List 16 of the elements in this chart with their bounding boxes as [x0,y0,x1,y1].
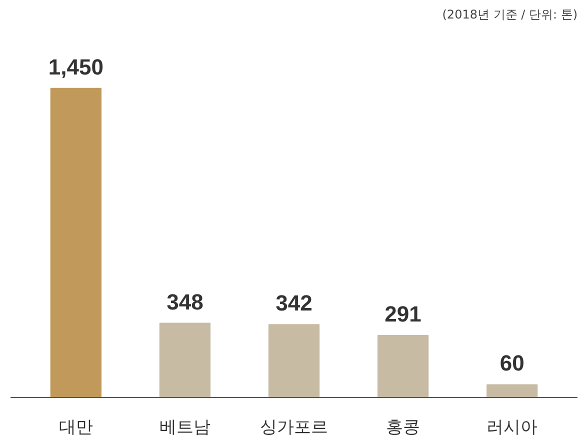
text: (2018년 기준 / 단위: 톤) [442,8,578,22]
x-tick-label: 베트남 [159,418,210,438]
data-label: 60 [500,350,524,376]
x-tick-label: 홍콩 [386,418,420,438]
data-label: 342 [276,290,312,316]
data-label: 348 [166,289,204,314]
x-tick-label: 대만 [58,418,93,438]
x-tick-label: 러시아 [486,418,538,438]
x-tick-label: 싱가포르 [260,418,328,438]
data-label: 291 [384,301,422,326]
data-label: 1,450 [48,54,104,80]
bar [377,334,429,398]
bar [159,322,211,398]
bar [486,384,538,398]
bar [50,88,102,398]
bar [268,324,320,398]
